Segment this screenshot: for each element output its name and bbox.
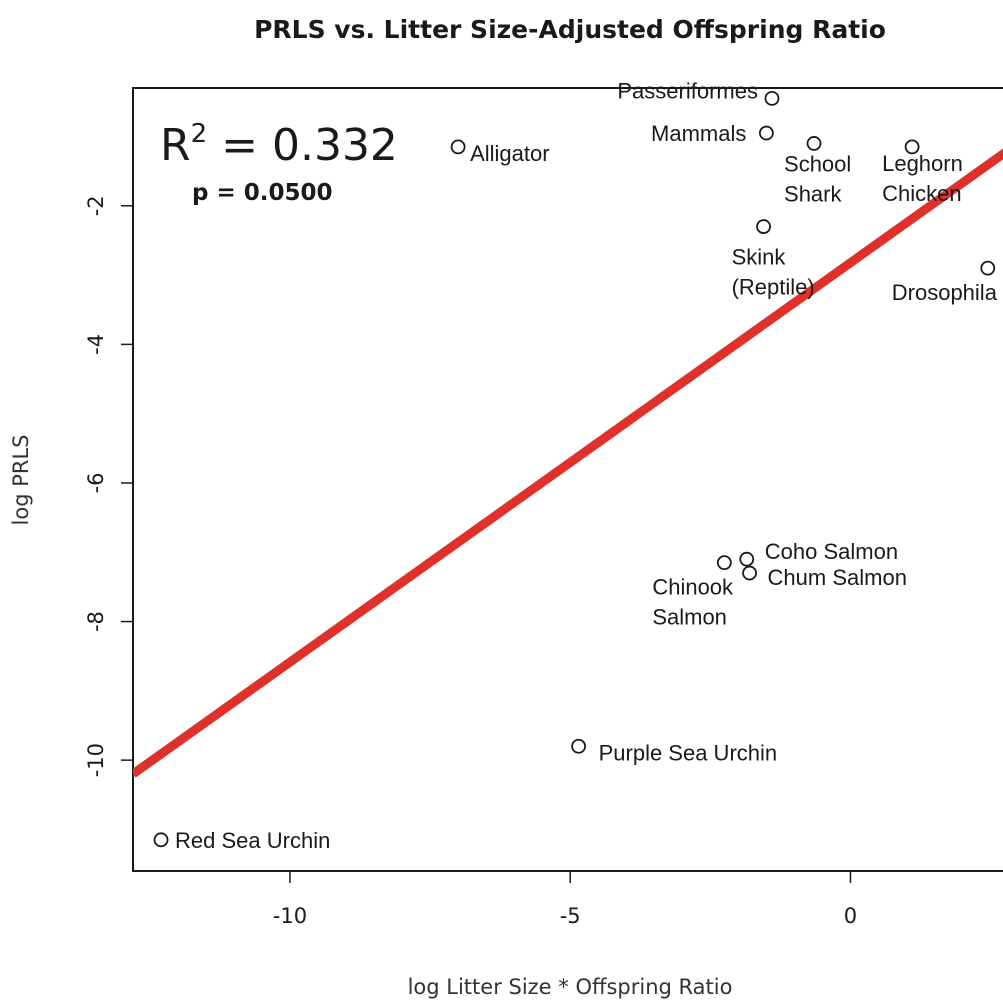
point-label: Red Sea Urchin [175, 828, 330, 853]
r-squared-superscript: 2 [191, 119, 208, 149]
data-point [764, 90, 780, 106]
r-squared-annotation: R2 = 0.332 [160, 119, 398, 171]
x-axis: -10 -5 0 [273, 871, 857, 928]
data-point [980, 260, 996, 276]
data-point [153, 832, 169, 848]
point-label: Chicken [882, 181, 961, 206]
regression-line [133, 148, 1003, 778]
x-tick-label: -5 [560, 904, 581, 928]
y-tick-label: -2 [84, 195, 108, 216]
point-label: Chum Salmon [768, 565, 907, 590]
x-tick-label: 0 [844, 904, 857, 928]
point-labels-layer: Red Sea Urchin Purple Sea Urchin Chinook Sa… [175, 78, 998, 852]
data-point [904, 139, 920, 155]
data-point [571, 738, 587, 754]
data-point [756, 219, 771, 234]
point-label: Purple Sea Urchin [599, 740, 778, 765]
point-label: Coho Salmon [765, 539, 898, 564]
data-point [716, 555, 732, 571]
y-tick-label: -10 [84, 743, 108, 777]
regression-layer [133, 148, 1003, 778]
point-label: Drosophila [892, 280, 998, 305]
y-axis-label: log PRLS [9, 435, 33, 526]
data-point [806, 136, 822, 151]
points-layer [153, 90, 996, 848]
point-label: Salmon [652, 605, 727, 630]
point-label: (Reptile) [732, 275, 815, 300]
y-tick-label: -4 [84, 334, 108, 355]
plot-area [133, 148, 1003, 778]
point-label: Leghorn [882, 151, 963, 176]
point-label: Alligator [470, 141, 549, 166]
data-point [742, 565, 757, 581]
point-label: Mammals [651, 121, 746, 146]
x-axis-label: log Litter Size * Offspring Ratio [408, 975, 733, 999]
point-label: Skink [732, 245, 787, 270]
point-label: School [784, 151, 851, 176]
r-squared-base: R [160, 120, 191, 171]
x-tick-label: -10 [273, 904, 307, 928]
point-label: Passeriformes [617, 78, 758, 103]
point-label: Chinook [652, 575, 734, 600]
point-label: Shark [784, 181, 842, 206]
data-point [758, 125, 774, 141]
data-point [739, 551, 755, 567]
y-tick-label: -8 [84, 611, 108, 632]
chart-title: PRLS vs. Litter Size-Adjusted Offspring … [254, 15, 886, 44]
y-axis: -2 -4 -6 -8 -10 [84, 195, 133, 777]
plot-frame [132, 87, 1003, 872]
r-squared-value: = 0.332 [207, 120, 398, 171]
data-point [450, 139, 466, 155]
y-tick-label: -6 [84, 472, 108, 493]
p-value-annotation: p = 0.0500 [192, 180, 333, 206]
